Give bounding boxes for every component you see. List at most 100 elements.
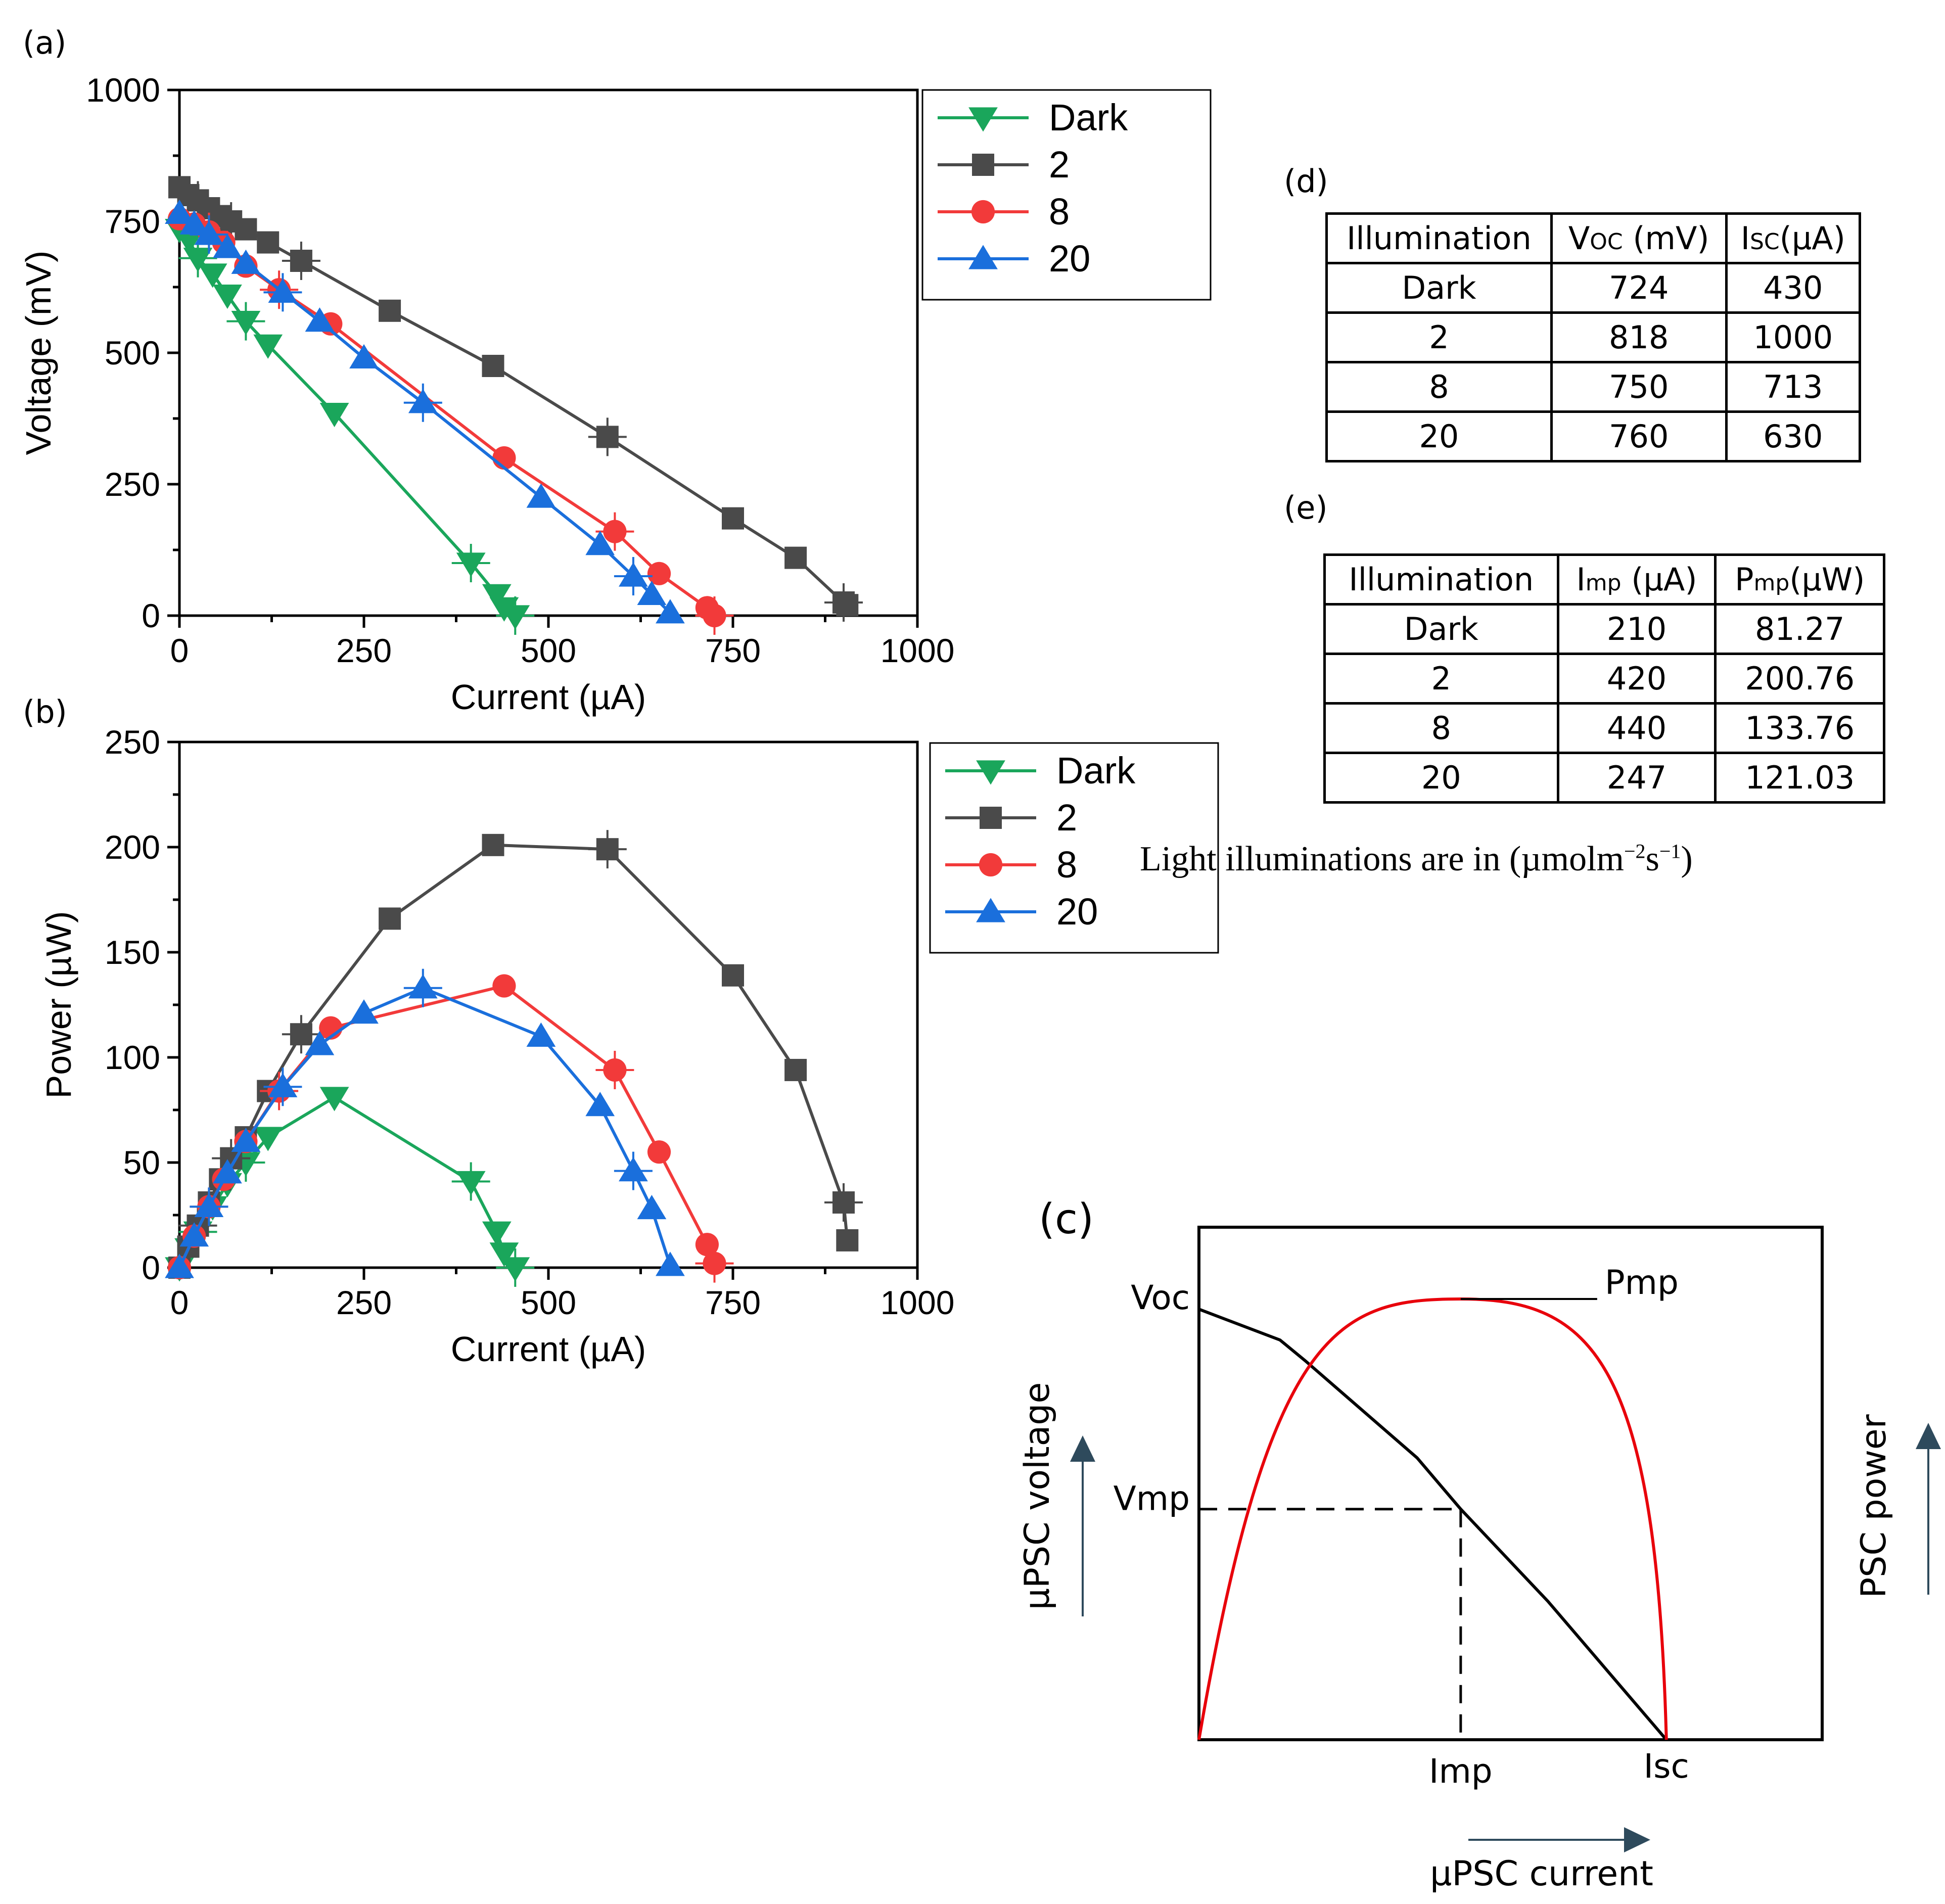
table-cell: 818 bbox=[1550, 311, 1728, 363]
legend-box bbox=[921, 89, 1212, 301]
table-d-header-isc-unit: (µA) bbox=[1779, 219, 1845, 257]
table-e-header-pmp-main: P bbox=[1735, 561, 1754, 598]
legend-label: Dark bbox=[1056, 750, 1136, 792]
data-point bbox=[456, 552, 486, 577]
table-e-header-imp-main: I bbox=[1576, 561, 1586, 598]
table-e-header-row: Illumination Imp (µA) Pmp(µW) bbox=[1323, 553, 1885, 606]
voltage-arrow-head bbox=[1070, 1435, 1095, 1462]
voc-label: Voc bbox=[1131, 1278, 1190, 1317]
table-cell: 247 bbox=[1556, 752, 1717, 804]
table-cell: 121.03 bbox=[1714, 752, 1885, 804]
data-point bbox=[596, 838, 619, 861]
table-cell: 20 bbox=[1325, 410, 1553, 462]
table-e: Illumination Imp (µA) Pmp(µW) Dark 210 8… bbox=[1323, 553, 1885, 804]
data-point bbox=[482, 833, 504, 856]
data-point bbox=[784, 546, 807, 569]
table-e-header-illumination: Illumination bbox=[1323, 553, 1559, 606]
series-20 bbox=[165, 968, 685, 1278]
data-point bbox=[305, 1031, 335, 1055]
data-point bbox=[231, 1127, 261, 1152]
legend-label: Dark bbox=[1049, 97, 1128, 138]
table-d-header-isc-main: I bbox=[1740, 219, 1750, 257]
table-cell: 760 bbox=[1550, 410, 1728, 462]
legend-label: 2 bbox=[1056, 797, 1077, 839]
legend-label: 2 bbox=[1049, 144, 1070, 185]
voltage-curve bbox=[1198, 1308, 1668, 1741]
legend-marker bbox=[976, 760, 1005, 785]
current-arrow-head bbox=[1624, 1827, 1650, 1852]
note-end: ) bbox=[1681, 840, 1693, 878]
data-point bbox=[231, 249, 261, 274]
data-point bbox=[179, 210, 209, 235]
table-cell: 20 bbox=[1323, 752, 1559, 804]
legend: Dark 2 8 20 bbox=[929, 742, 1219, 954]
data-point bbox=[722, 507, 744, 530]
power-curve bbox=[1197, 1297, 1668, 1740]
data-point bbox=[637, 1195, 667, 1220]
current-axis-title: µPSC current bbox=[1430, 1854, 1653, 1894]
data-point bbox=[492, 974, 516, 998]
data-point bbox=[647, 562, 671, 585]
data-point bbox=[836, 594, 859, 617]
data-point bbox=[194, 1192, 224, 1217]
data-point bbox=[526, 1022, 556, 1047]
table-cell: Dark bbox=[1325, 262, 1553, 314]
data-point bbox=[179, 1222, 209, 1247]
data-point bbox=[832, 1191, 855, 1214]
power-arrow-head bbox=[1916, 1423, 1941, 1449]
table-cell: 8 bbox=[1323, 702, 1559, 754]
legend-marker bbox=[979, 853, 1003, 877]
data-point bbox=[585, 1092, 615, 1117]
x-axis-label: Current (µA) bbox=[451, 1329, 646, 1369]
legend-marker bbox=[968, 245, 998, 269]
legend-box bbox=[929, 742, 1219, 954]
table-d-header-voc: VOC (mV) bbox=[1550, 212, 1728, 264]
data-point bbox=[268, 1073, 298, 1097]
data-point bbox=[482, 584, 512, 609]
data-point bbox=[408, 389, 438, 413]
x-tick-label: 750 bbox=[705, 632, 761, 669]
data-point bbox=[213, 1159, 242, 1184]
data-point bbox=[290, 250, 312, 272]
y-axis-label: Voltage (mV) bbox=[19, 251, 58, 455]
y-tick-label: 100 bbox=[105, 1039, 160, 1076]
series-20 bbox=[165, 199, 685, 624]
table-e-header-imp-sub: mp bbox=[1585, 570, 1622, 596]
power-axis-title: PSC power bbox=[1854, 1414, 1894, 1598]
data-point bbox=[596, 426, 619, 448]
note-mid: s bbox=[1645, 840, 1659, 878]
data-point bbox=[656, 599, 685, 624]
x-tick-label: 1000 bbox=[881, 632, 955, 669]
data-point bbox=[257, 231, 280, 254]
note-text: Light illuminations are in (µmolm bbox=[1140, 840, 1624, 878]
data-point bbox=[379, 907, 401, 930]
table-cell: 200.76 bbox=[1714, 653, 1885, 705]
table-row: 8 440 133.76 bbox=[1323, 702, 1885, 754]
data-point bbox=[198, 263, 227, 288]
panel-label-a: (a) bbox=[23, 24, 67, 61]
data-point bbox=[408, 974, 438, 999]
legend-marker bbox=[976, 898, 1005, 922]
legend-marker bbox=[980, 807, 1002, 829]
data-point bbox=[165, 1253, 194, 1278]
data-point bbox=[349, 344, 379, 369]
data-point bbox=[268, 278, 298, 303]
table-row: 2 420 200.76 bbox=[1323, 653, 1885, 705]
table-row: 2 818 1000 bbox=[1325, 311, 1862, 363]
x-tick-label: 1000 bbox=[881, 1284, 955, 1321]
data-point bbox=[585, 531, 615, 555]
legend-label: 20 bbox=[1056, 891, 1098, 933]
table-cell: 713 bbox=[1725, 361, 1862, 413]
data-point bbox=[253, 334, 283, 359]
table-e-header-imp: Imp (µA) bbox=[1556, 553, 1717, 606]
y-tick-label: 500 bbox=[105, 334, 160, 371]
y-tick-label: 0 bbox=[142, 1249, 160, 1286]
vmp-label: Vmp bbox=[1114, 1479, 1190, 1518]
table-cell: Dark bbox=[1323, 603, 1559, 655]
data-point bbox=[183, 248, 213, 272]
voltage-axis-title: µPSC voltage bbox=[1017, 1382, 1057, 1610]
data-point bbox=[836, 1229, 859, 1251]
